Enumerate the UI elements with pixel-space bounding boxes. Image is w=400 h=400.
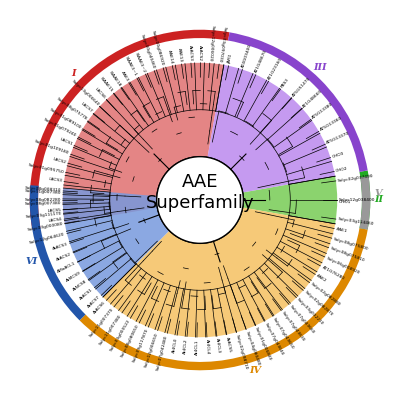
Text: AtACS2: AtACS2 bbox=[198, 45, 202, 61]
Text: LACS6: LACS6 bbox=[94, 87, 106, 100]
Wedge shape bbox=[208, 65, 335, 192]
Text: AtACS3: AtACS3 bbox=[188, 45, 193, 62]
Text: Solyc12g064620: Solyc12g064620 bbox=[29, 232, 66, 245]
Text: Solyc00g040460: Solyc00g040460 bbox=[140, 34, 156, 70]
Text: Solyc12g038400: Solyc12g038400 bbox=[339, 198, 376, 202]
Text: I: I bbox=[71, 69, 76, 78]
Text: CHO1: CHO1 bbox=[339, 200, 352, 205]
Text: Solyc03g111170: Solyc03g111170 bbox=[25, 212, 62, 219]
Text: Solyc00g086920: Solyc00g086920 bbox=[151, 30, 165, 67]
Text: Solyc06g008920: Solyc06g008920 bbox=[326, 256, 360, 275]
Text: AtACS6: AtACS6 bbox=[93, 300, 107, 315]
Text: AAE2: AAE2 bbox=[316, 274, 328, 284]
Text: VI: VI bbox=[26, 257, 38, 266]
Text: CHO2: CHO2 bbox=[336, 166, 348, 173]
Text: AT5G51470: AT5G51470 bbox=[292, 76, 312, 98]
Text: AT5G13360: AT5G13360 bbox=[320, 116, 343, 132]
Text: Solyc03g000522: Solyc03g000522 bbox=[109, 319, 131, 352]
Text: AT1G48660: AT1G48660 bbox=[302, 89, 323, 108]
Text: AtNCS8: AtNCS8 bbox=[72, 279, 88, 292]
Text: Solyc02g037490: Solyc02g037490 bbox=[337, 174, 374, 183]
Text: SlAAE3~2: SlAAE3~2 bbox=[134, 52, 147, 73]
Text: At4CL1: At4CL1 bbox=[194, 339, 199, 354]
Circle shape bbox=[157, 157, 243, 243]
Text: JAR1: JAR1 bbox=[227, 54, 233, 64]
Text: Solyc03g032210: Solyc03g032210 bbox=[296, 298, 325, 326]
Text: AT1G76280: AT1G76280 bbox=[321, 265, 345, 280]
Text: Solyc07g043650: Solyc07g043650 bbox=[272, 317, 295, 350]
Text: AAE13: AAE13 bbox=[178, 48, 183, 62]
Text: Solyc39g117870: Solyc39g117870 bbox=[132, 328, 150, 363]
Text: Solyc08g075810: Solyc08g075810 bbox=[330, 246, 365, 263]
Text: Solyc02g098710: Solyc02g098710 bbox=[235, 334, 248, 370]
Text: SlAAE15: SlAAE15 bbox=[99, 76, 114, 93]
Text: IV: IV bbox=[249, 366, 261, 374]
Text: Solyc01g109180: Solyc01g109180 bbox=[34, 140, 70, 156]
Text: Solyc07g043630: Solyc07g043630 bbox=[281, 311, 306, 343]
Text: Solyc07g042480: Solyc07g042480 bbox=[156, 334, 169, 371]
Text: Solyc07g043640: Solyc07g043640 bbox=[263, 322, 284, 356]
Text: Solyc11g007370: Solyc11g007370 bbox=[88, 307, 114, 338]
Text: Solyc13g006640: Solyc13g006640 bbox=[70, 79, 100, 106]
Text: V: V bbox=[375, 189, 382, 198]
Wedge shape bbox=[63, 188, 169, 297]
Text: AAE
Superfamily: AAE Superfamily bbox=[146, 173, 254, 212]
Text: AtMCS9: AtMCS9 bbox=[66, 270, 82, 282]
Text: Solyc08g008310: Solyc08g008310 bbox=[25, 186, 62, 193]
Text: Solyc02g082880: Solyc02g082880 bbox=[310, 282, 341, 307]
Text: Solyc08g075800: Solyc08g075800 bbox=[333, 237, 369, 251]
Text: Solyc03g114460: Solyc03g114460 bbox=[337, 217, 374, 226]
Text: Solyc04g080480: Solyc04g080480 bbox=[245, 330, 261, 366]
Wedge shape bbox=[103, 208, 335, 337]
Text: LACS1: LACS1 bbox=[59, 138, 73, 147]
Text: AtACS3: AtACS3 bbox=[52, 242, 69, 251]
Text: Solyc12g006020: Solyc12g006020 bbox=[208, 25, 214, 62]
Text: AtACS2: AtACS2 bbox=[56, 252, 72, 262]
Text: AtACS7: AtACS7 bbox=[87, 295, 101, 309]
Text: At4CL0: At4CL0 bbox=[172, 337, 179, 353]
Text: LACS2: LACS2 bbox=[52, 157, 67, 165]
Text: AT5G13370: AT5G13370 bbox=[326, 131, 351, 145]
Text: AT1G23160: AT1G23160 bbox=[268, 57, 284, 80]
Text: PBS3: PBS3 bbox=[280, 78, 290, 89]
Text: LACS5: LACS5 bbox=[47, 208, 62, 213]
Text: Solyc08g082280: Solyc08g082280 bbox=[24, 198, 61, 202]
Text: Solyc01g006840: Solyc01g006840 bbox=[254, 326, 272, 362]
Text: Solyc11g007380: Solyc11g007380 bbox=[25, 189, 61, 195]
Text: III: III bbox=[313, 63, 326, 72]
Text: SlAAE18: SlAAE18 bbox=[108, 70, 122, 88]
Text: Solyc03g000080: Solyc03g000080 bbox=[27, 222, 63, 232]
Text: Solyc03g097030: Solyc03g097030 bbox=[217, 26, 226, 63]
Text: Solyc08g007380: Solyc08g007380 bbox=[24, 201, 61, 206]
Wedge shape bbox=[243, 176, 337, 224]
Text: At4CL2: At4CL2 bbox=[183, 338, 189, 354]
Text: Solyc08g075778: Solyc08g075778 bbox=[55, 97, 88, 122]
Text: AT1G48670: AT1G48670 bbox=[255, 49, 268, 74]
Text: LACS3: LACS3 bbox=[48, 178, 62, 183]
Text: AAE14: AAE14 bbox=[167, 49, 174, 64]
Text: AT4G03400: AT4G03400 bbox=[241, 43, 253, 68]
Text: At4CL3: At4CL3 bbox=[215, 338, 221, 354]
Text: AAE3: AAE3 bbox=[120, 70, 130, 82]
Text: Solyc01g095750: Solyc01g095750 bbox=[28, 163, 64, 174]
Text: Solyc02g082870: Solyc02g082870 bbox=[303, 290, 333, 317]
Text: AMoACL1: AMoACL1 bbox=[57, 261, 77, 274]
Text: CHO3: CHO3 bbox=[332, 151, 345, 159]
Text: Solyc01g079240: Solyc01g079240 bbox=[43, 118, 78, 138]
Text: LACS4: LACS4 bbox=[48, 217, 63, 223]
Text: Solyc11g007380: Solyc11g007380 bbox=[98, 313, 122, 346]
Text: SlAAE3~1: SlAAE3~1 bbox=[124, 56, 138, 78]
Text: Solyc12g006650: Solyc12g006650 bbox=[144, 332, 159, 368]
Text: At4CL4: At4CL4 bbox=[205, 339, 210, 354]
Text: Solyc01g089100: Solyc01g089100 bbox=[49, 107, 82, 130]
Text: AT5G13380: AT5G13380 bbox=[311, 102, 334, 120]
Text: AtACS1: AtACS1 bbox=[80, 287, 94, 301]
Text: AAE1: AAE1 bbox=[336, 227, 348, 233]
Text: Solyc07g043660: Solyc07g043660 bbox=[289, 304, 315, 335]
Text: LACS7: LACS7 bbox=[80, 102, 93, 114]
Wedge shape bbox=[63, 63, 224, 224]
Text: II: II bbox=[374, 196, 383, 204]
Text: Solyc08g080650: Solyc08g080650 bbox=[120, 324, 140, 358]
Text: AtACS5: AtACS5 bbox=[225, 336, 232, 352]
